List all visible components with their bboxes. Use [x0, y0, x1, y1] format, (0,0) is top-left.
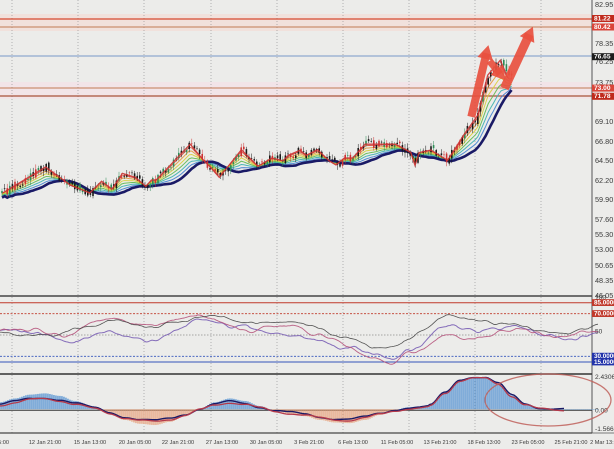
svg-text:-1.5665: -1.5665	[595, 426, 614, 433]
svg-text:50.65: 50.65	[595, 261, 613, 270]
svg-text:22 Jan 21:00: 22 Jan 21:00	[162, 440, 194, 446]
svg-text:55.30: 55.30	[595, 230, 613, 239]
svg-text:53.00: 53.00	[595, 245, 613, 254]
svg-text:50: 50	[595, 329, 603, 336]
svg-text:80.42: 80.42	[594, 24, 611, 31]
svg-text:11 Feb 05:00: 11 Feb 05:00	[381, 440, 414, 446]
svg-text:3 Feb 21:00: 3 Feb 21:00	[294, 440, 324, 446]
svg-text:48.35: 48.35	[595, 276, 613, 285]
svg-text:62.20: 62.20	[595, 176, 613, 185]
svg-text:64.50: 64.50	[595, 156, 613, 165]
svg-text:76.65: 76.65	[594, 54, 611, 61]
svg-text:25 Feb 21:00: 25 Feb 21:00	[555, 440, 588, 446]
svg-text:30 Jan 05:00: 30 Jan 05:00	[250, 440, 282, 446]
svg-text:82.95: 82.95	[595, 0, 613, 9]
svg-text:69.10: 69.10	[595, 117, 613, 126]
svg-text:85.0000: 85.0000	[594, 299, 614, 306]
svg-text:18 Feb 13:00: 18 Feb 13:00	[468, 440, 501, 446]
svg-text:13 Feb 21:00: 13 Feb 21:00	[424, 440, 457, 446]
svg-text:66.80: 66.80	[595, 137, 613, 146]
svg-text:70.0000: 70.0000	[594, 310, 614, 317]
svg-text:23 Feb 05:00: 23 Feb 05:00	[512, 440, 545, 446]
svg-text:59.90: 59.90	[595, 195, 613, 204]
svg-text:78.35: 78.35	[595, 39, 613, 48]
svg-text:12 Jan 21:00: 12 Jan 21:00	[29, 440, 61, 446]
svg-text:73.00: 73.00	[594, 85, 611, 92]
svg-text:71.78: 71.78	[594, 93, 611, 100]
svg-text:2 Mar 13:00: 2 Mar 13:00	[590, 440, 614, 446]
svg-text:05:00: 05:00	[0, 440, 9, 446]
svg-text:81.22: 81.22	[594, 15, 611, 22]
svg-text:57.60: 57.60	[595, 215, 613, 224]
svg-text:20 Jan 05:00: 20 Jan 05:00	[119, 440, 151, 446]
svg-text:6 Feb 13:00: 6 Feb 13:00	[338, 440, 368, 446]
svg-text:15 Jan 13:00: 15 Jan 13:00	[74, 440, 106, 446]
svg-text:15.0000: 15.0000	[594, 359, 614, 366]
svg-text:2.4306: 2.4306	[595, 374, 614, 381]
svg-text:27 Jan 13:00: 27 Jan 13:00	[206, 440, 238, 446]
